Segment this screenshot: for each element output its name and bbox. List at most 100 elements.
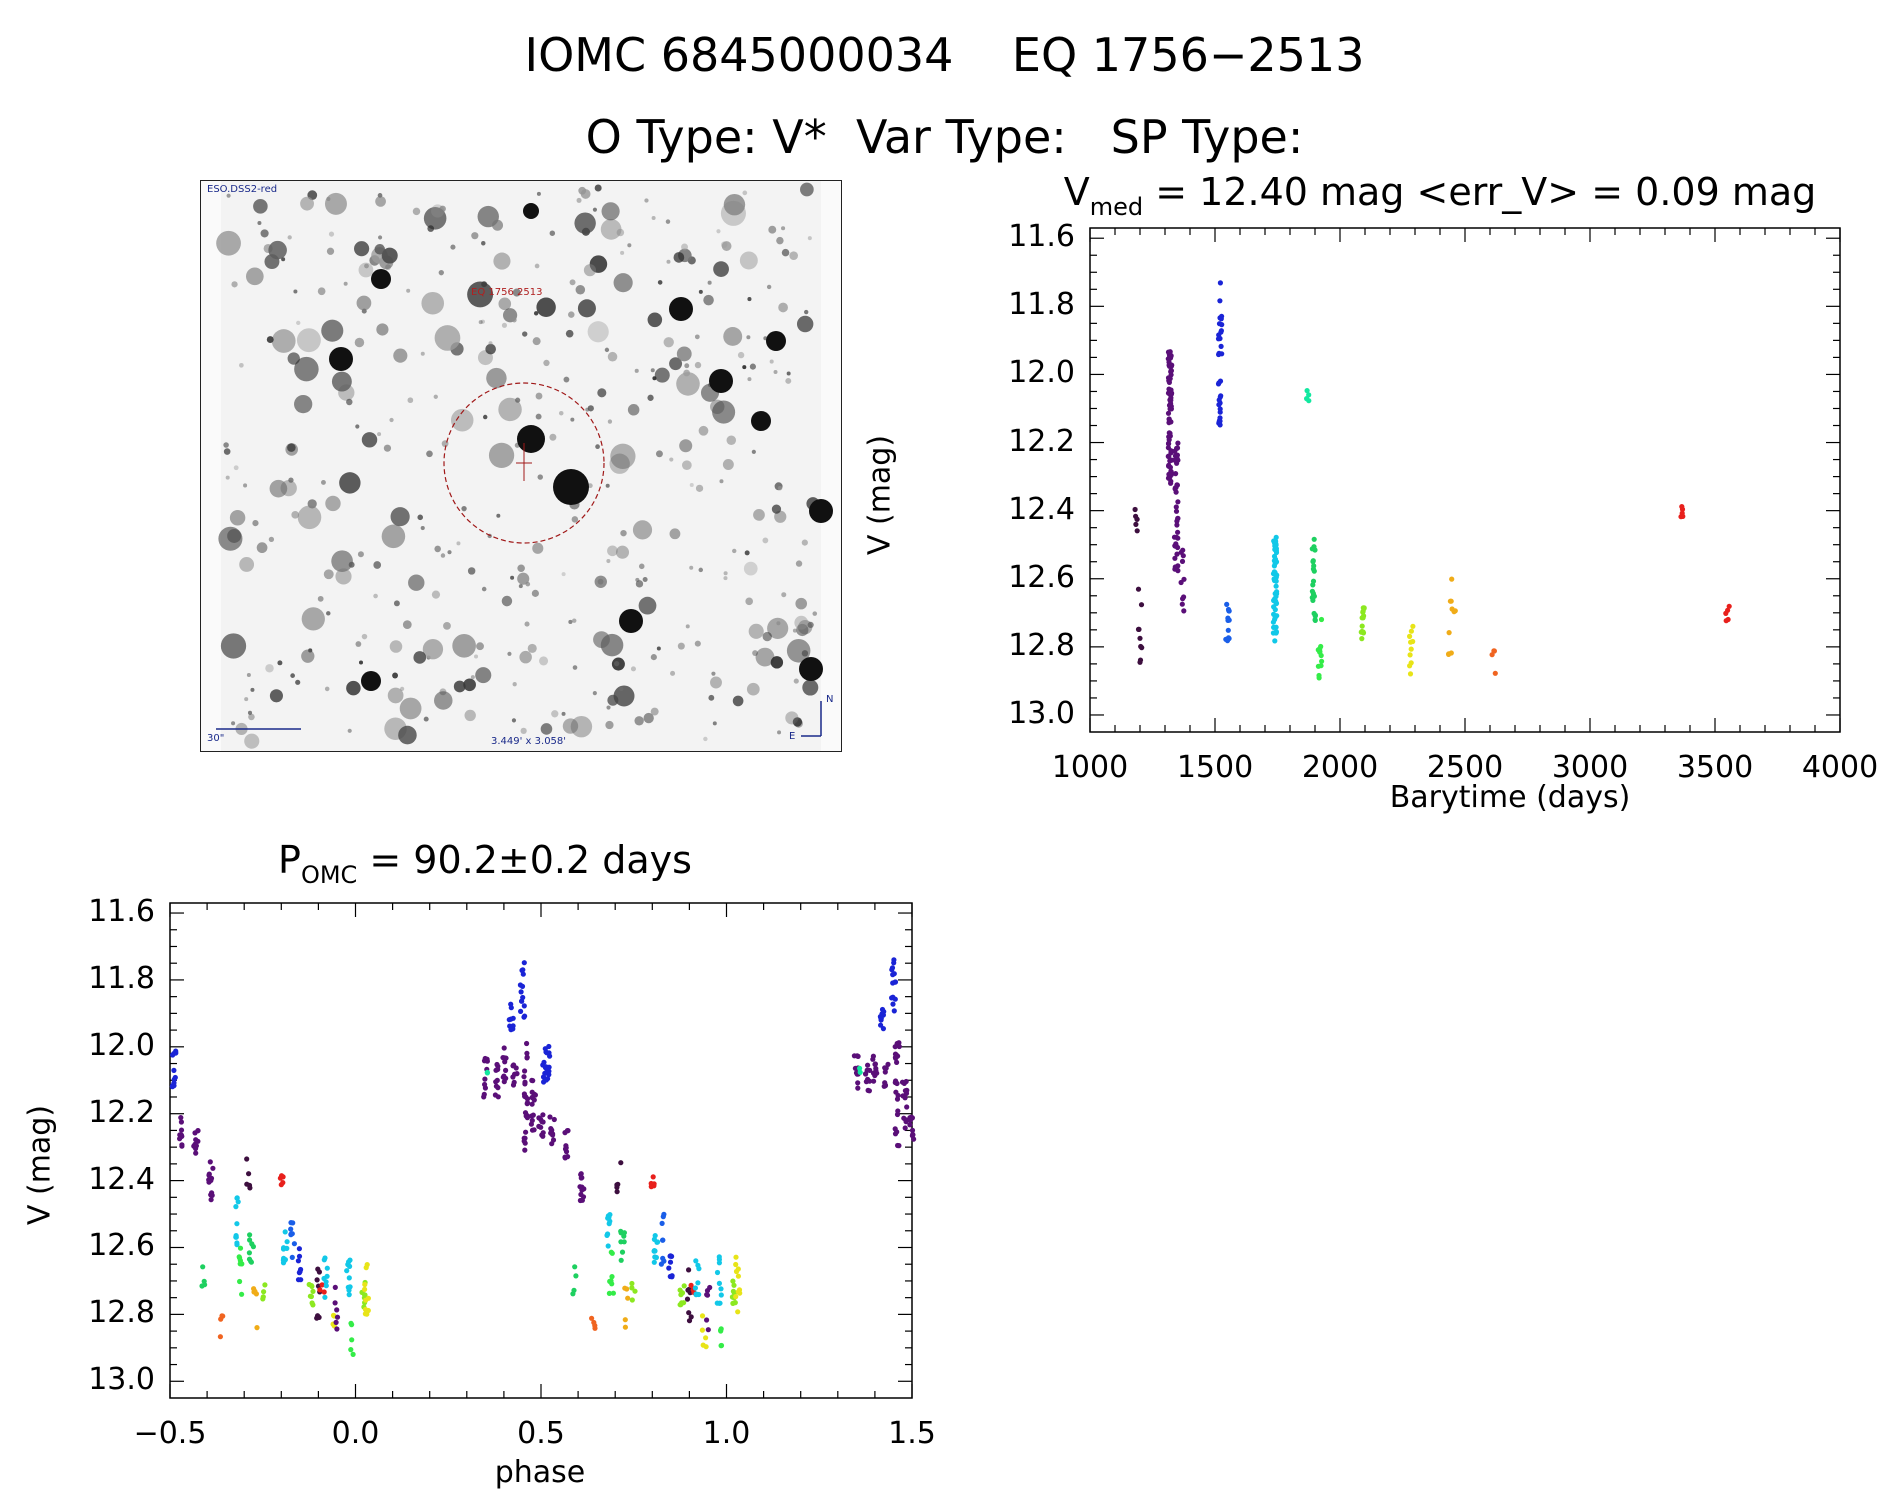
data-point: [179, 1142, 185, 1148]
data-point: [482, 1081, 488, 1088]
data-point: [882, 1065, 888, 1071]
data-point: [562, 1154, 568, 1160]
lightcurve-title: Vmed = 12.40 mag <err_V> = 0.09 mag: [1063, 170, 1817, 221]
y-tick-label: 11.6: [88, 894, 155, 930]
data-point: [1175, 568, 1181, 574]
data-point: [604, 1232, 610, 1238]
data-point: [1407, 671, 1414, 677]
data-point: [1359, 615, 1365, 621]
data-point: [482, 1076, 488, 1082]
data-point: [209, 1192, 215, 1198]
data-point: [1168, 369, 1174, 375]
data-point: [362, 1311, 368, 1317]
data-point: [362, 1306, 369, 1313]
data-point: [321, 1289, 327, 1295]
data-point: [310, 1288, 316, 1294]
y-tick-label: 12.0: [1008, 355, 1075, 391]
data-point: [322, 1255, 328, 1261]
data-point: [523, 1094, 529, 1100]
data-point: [494, 1077, 500, 1083]
finder-scale-label: 30": [207, 733, 225, 744]
y-tick-label: 13.0: [1008, 695, 1075, 731]
data-point: [506, 1017, 512, 1023]
data-point: [589, 1315, 595, 1321]
data-point: [247, 1237, 253, 1243]
data-point: [333, 1319, 339, 1325]
data-point: [578, 1171, 584, 1177]
data-point: [1166, 475, 1172, 481]
data-point: [220, 1313, 226, 1319]
data-point: [545, 1076, 551, 1082]
data-point: [1312, 612, 1318, 618]
data-point: [520, 967, 526, 973]
x-tick-label: 3500: [1676, 750, 1754, 785]
data-point: [524, 1040, 530, 1047]
data-point: [1310, 559, 1316, 565]
data-point: [1165, 375, 1172, 381]
data-point: [1134, 528, 1140, 534]
data-point: [1133, 521, 1139, 528]
data-point: [896, 1043, 902, 1050]
data-point: [346, 1275, 352, 1281]
data-point: [1175, 529, 1181, 535]
x-tick-label: 3000: [1551, 750, 1629, 785]
data-point: [345, 1261, 351, 1268]
data-point: [1274, 589, 1280, 595]
data-point: [1173, 508, 1180, 514]
data-point: [539, 1119, 545, 1125]
data-point: [202, 1282, 208, 1288]
data-point: [1181, 608, 1187, 614]
data-point: [246, 1250, 252, 1256]
data-point: [1171, 534, 1178, 540]
data-point: [510, 1015, 516, 1021]
data-point: [346, 1287, 352, 1293]
data-point: [524, 1054, 530, 1060]
finder-north-label: N: [826, 694, 834, 705]
data-point: [206, 1179, 212, 1185]
data-point: [1219, 351, 1225, 357]
x-tick-label: 0.0: [331, 1416, 380, 1451]
data-point: [651, 1248, 658, 1254]
data-point: [349, 1337, 355, 1343]
data-point: [524, 1050, 530, 1056]
data-point: [1180, 553, 1186, 559]
data-point: [247, 1232, 253, 1238]
data-point: [550, 1137, 557, 1143]
data-point: [503, 1067, 509, 1073]
data-point: [522, 1013, 528, 1019]
data-point: [332, 1300, 338, 1306]
data-point: [1217, 394, 1223, 400]
data-point: [521, 1138, 527, 1144]
data-point: [551, 1116, 557, 1123]
data-point: [1181, 594, 1187, 600]
data-point: [681, 1300, 687, 1306]
data-point: [910, 1132, 916, 1138]
data-point: [871, 1078, 877, 1084]
x-tick-label: 1.5: [888, 1416, 936, 1451]
data-point: [178, 1127, 185, 1133]
data-point: [518, 989, 524, 995]
data-point: [881, 1083, 887, 1089]
data-point: [718, 1286, 724, 1292]
data-point: [195, 1128, 201, 1134]
data-point: [524, 1100, 531, 1106]
data-point: [703, 1335, 709, 1341]
data-point: [1136, 626, 1142, 633]
data-point: [1175, 499, 1181, 505]
data-point: [501, 1079, 507, 1085]
data-point: [1224, 601, 1230, 608]
data-point: [696, 1291, 702, 1298]
phased-curve-plot: [169, 902, 917, 1399]
data-point: [237, 1258, 243, 1264]
data-point: [1274, 613, 1280, 619]
data-point: [1218, 343, 1224, 349]
data-point: [250, 1244, 256, 1250]
data-point: [332, 1284, 338, 1290]
data-point: [492, 1092, 498, 1098]
data-point: [669, 1273, 675, 1279]
data-point: [1135, 586, 1142, 592]
data-point: [1168, 480, 1174, 486]
data-point: [347, 1257, 353, 1263]
data-point: [895, 1092, 901, 1099]
data-point: [1360, 609, 1366, 615]
